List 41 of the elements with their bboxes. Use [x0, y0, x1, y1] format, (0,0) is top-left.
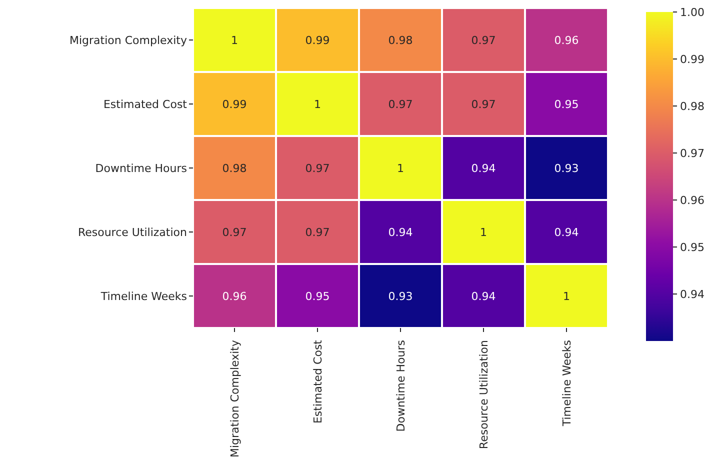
- data-label: 0.93: [554, 162, 579, 175]
- data-label: 0.94: [471, 162, 496, 175]
- data-label: 0.97: [305, 226, 330, 239]
- data-label: 1: [563, 290, 570, 303]
- data-label: 0.95: [305, 290, 330, 303]
- color-bar-label: 0.94: [680, 288, 704, 301]
- data-label: 0.94: [554, 226, 579, 239]
- data-label: 0.99: [222, 98, 247, 111]
- x-tick-label: Estimated Cost: [311, 339, 324, 424]
- x-tick-label: Resource Utilization: [477, 340, 490, 450]
- y-tick-label: Estimated Cost: [103, 98, 188, 111]
- data-label: 0.97: [388, 98, 413, 111]
- data-label: 0.96: [222, 290, 247, 303]
- data-label: 0.94: [388, 226, 413, 239]
- color-bar-label: 1.00: [680, 6, 704, 19]
- color-bar-label: 0.96: [680, 194, 704, 207]
- color-bar-label: 0.95: [680, 240, 704, 254]
- data-label: 1: [231, 34, 238, 47]
- data-label: 0.93: [388, 290, 413, 303]
- data-label: 0.98: [222, 162, 247, 175]
- data-label: 0.97: [305, 162, 330, 175]
- data-label: 1: [314, 98, 321, 111]
- color-bar-label: 0.99: [680, 52, 704, 66]
- data-label: 0.97: [222, 226, 247, 239]
- x-tick-label: Timeline Weeks: [560, 340, 574, 428]
- data-label: 0.97: [471, 98, 496, 111]
- data-label: 0.95: [554, 98, 579, 111]
- data-label: 0.97: [471, 34, 496, 47]
- y-tick-label: Timeline Weeks: [100, 290, 188, 303]
- color-bar-label: 0.97: [680, 146, 704, 160]
- data-label: 0.98: [388, 34, 413, 47]
- y-tick-label: Downtime Hours: [95, 162, 188, 175]
- y-tick-label: Resource Utilization: [78, 226, 188, 239]
- data-label: 0.99: [305, 34, 330, 47]
- color-bar-label: 0.98: [680, 100, 704, 113]
- data-label: 1: [480, 226, 487, 239]
- x-tick-label: Downtime Hours: [394, 340, 408, 432]
- data-label: 0.96: [554, 34, 579, 47]
- data-label: 0.94: [471, 290, 496, 303]
- y-tick-label: Migration Complexity: [70, 34, 188, 47]
- data-label: 1: [397, 162, 404, 175]
